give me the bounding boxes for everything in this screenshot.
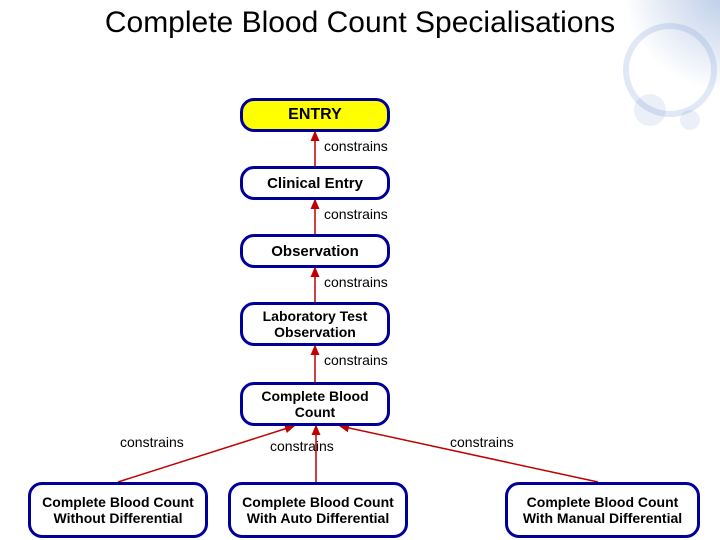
edge-label-cbc_man-cbc: constrains <box>450 434 514 450</box>
edge-label-cbc_auto-cbc: constrains <box>270 438 334 454</box>
node-lab: Laboratory Test Observation <box>240 302 390 346</box>
node-clin: Clinical Entry <box>240 166 390 200</box>
page-title: Complete Blood Count Specialisations <box>0 6 720 41</box>
edge-label-cbc-lab: constrains <box>324 352 388 368</box>
edge-label-obs-clin: constrains <box>324 206 388 222</box>
edge-label-cbc_wo-cbc: constrains <box>120 434 184 450</box>
node-cbc_auto: Complete Blood Count With Auto Different… <box>228 482 408 538</box>
edge-label-lab-obs: constrains <box>324 274 388 290</box>
node-entry: ENTRY <box>240 98 390 132</box>
arrows-layer <box>0 0 720 540</box>
edge-label-clin-entry: constrains <box>324 138 388 154</box>
node-obs: Observation <box>240 234 390 268</box>
node-cbc_man: Complete Blood Count With Manual Differe… <box>505 482 700 538</box>
node-cbc: Complete Blood Count <box>240 382 390 426</box>
node-cbc_wo: Complete Blood Count Without Differentia… <box>28 482 208 538</box>
